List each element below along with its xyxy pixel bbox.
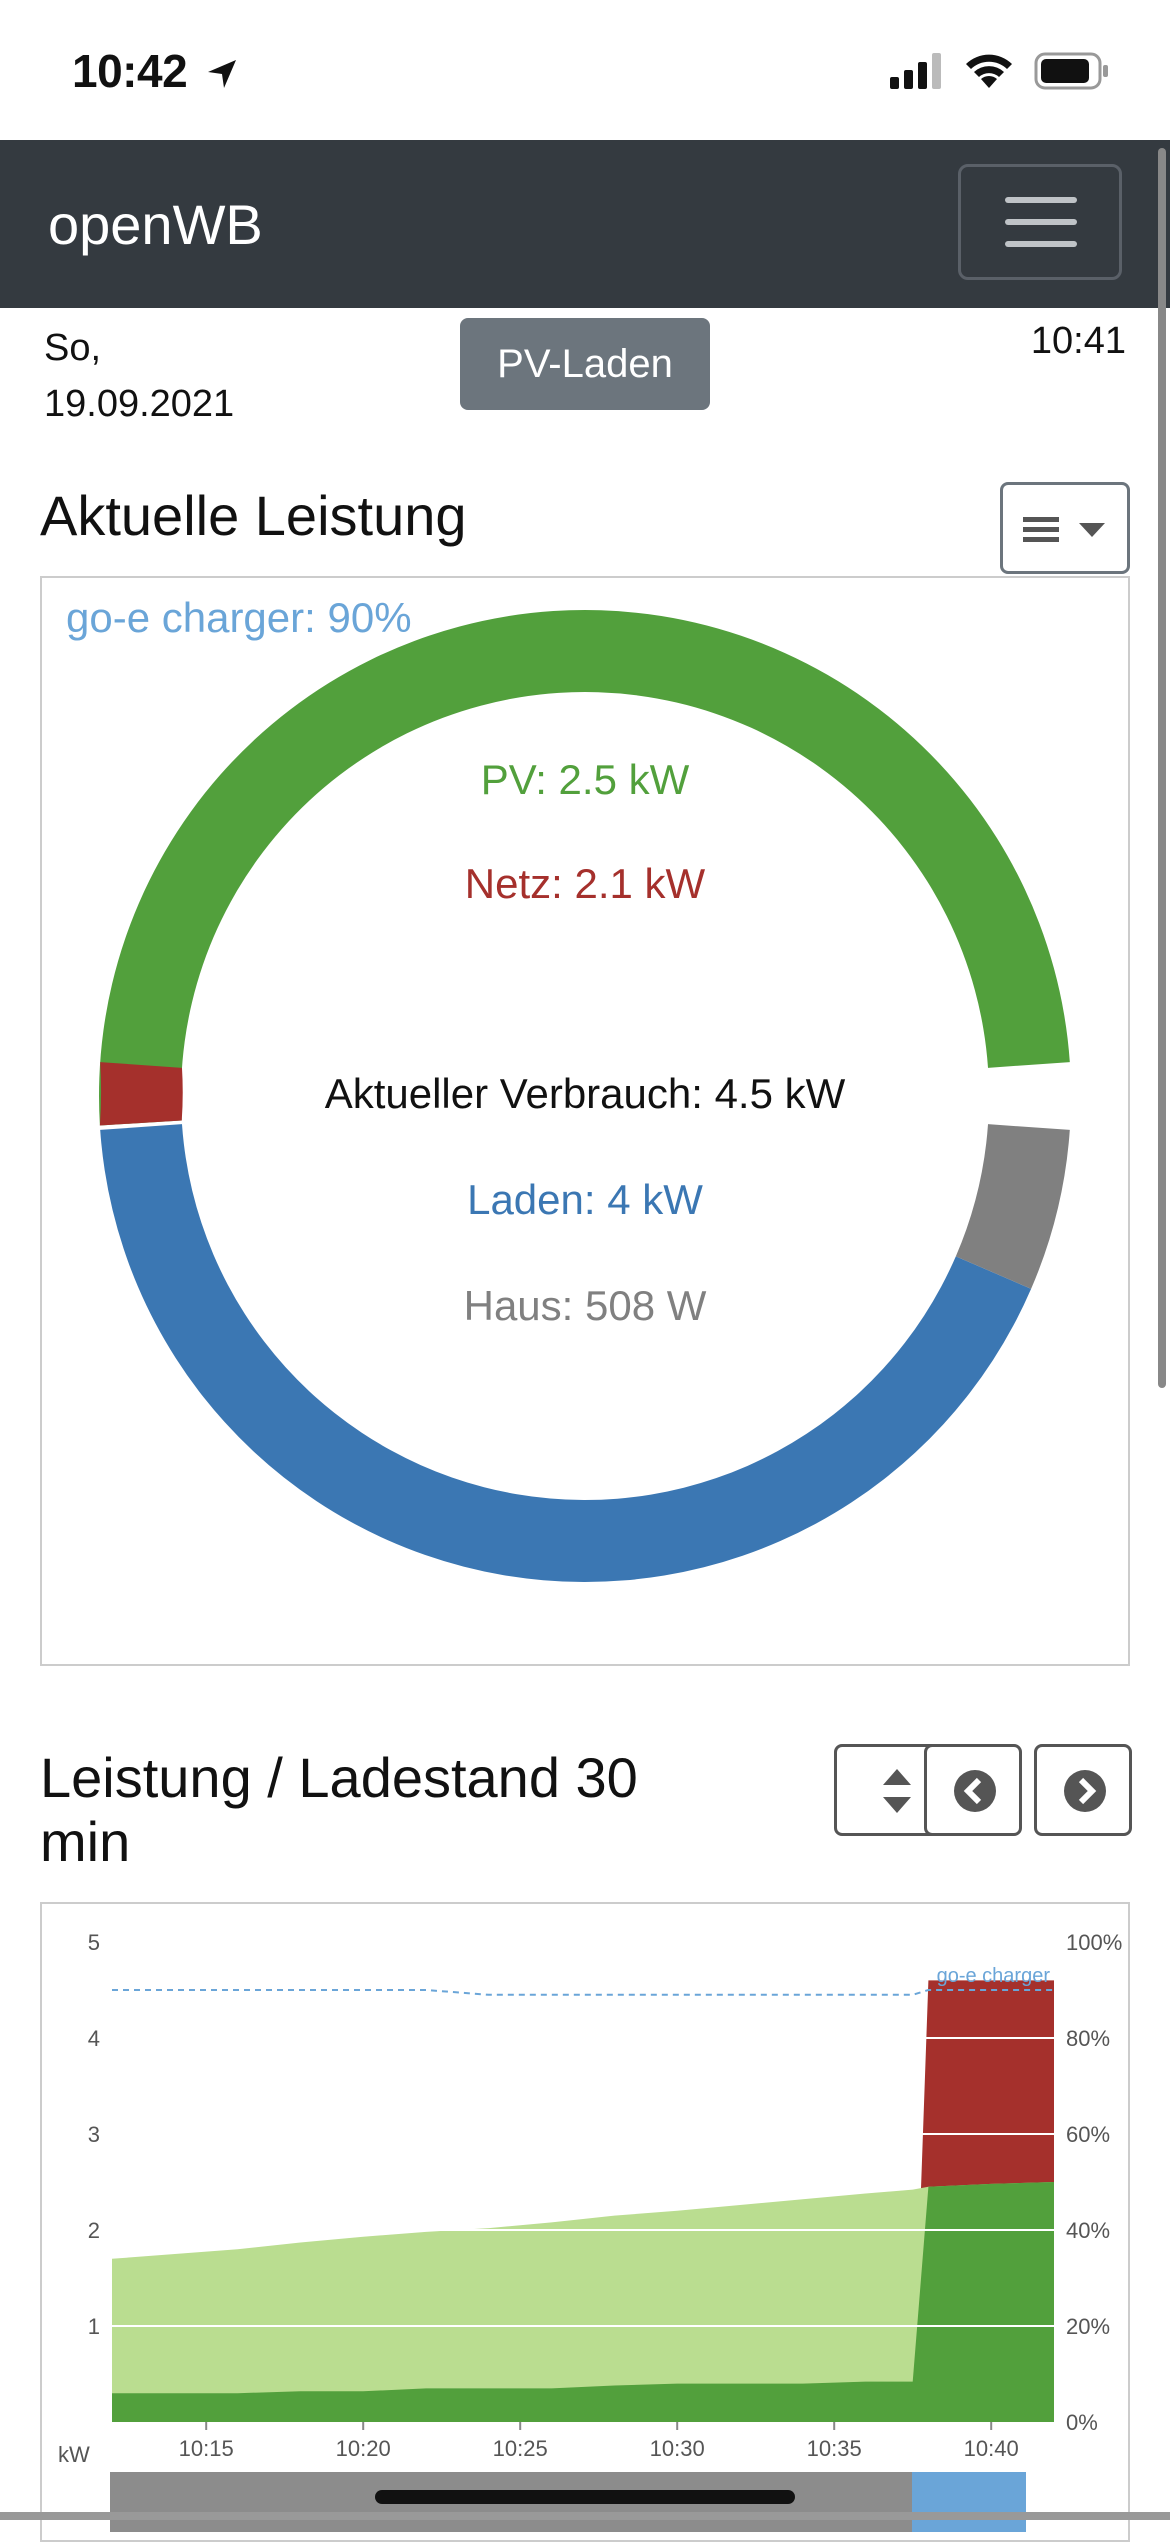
chart-prev-button[interactable] <box>924 1744 1022 1836</box>
y-tick-label: 2 <box>88 2218 100 2243</box>
donut-segment-house <box>955 1124 1070 1289</box>
location-arrow-icon <box>208 60 236 88</box>
x-tick-label: 10:35 <box>807 2436 862 2461</box>
status-bar: 10:42 <box>0 0 1170 140</box>
brand-logo[interactable]: openWB <box>48 193 263 256</box>
time-display: 10:41 <box>1030 320 1126 362</box>
y2-tick-label: 0% <box>1066 2410 1098 2435</box>
scrollbar[interactable] <box>1158 148 1166 1388</box>
page-bottom-rule <box>0 2512 1170 2520</box>
y-tick-label: 4 <box>88 2026 100 2051</box>
history-title-line1: Leistung / Ladestand 30 <box>40 1746 638 1809</box>
sort-icon <box>883 1769 911 1813</box>
consumption-label: Aktueller Verbrauch: 4.5 kW <box>325 1070 846 1117</box>
pv-power-label: PV: 2.5 kW <box>481 756 690 803</box>
x-tick-label: 10:30 <box>650 2436 705 2461</box>
x-tick-label: 10:15 <box>179 2436 234 2461</box>
caret-down-icon <box>1079 523 1105 537</box>
chevron-right-circle-icon <box>1064 1770 1106 1812</box>
y2-tick-label: 60% <box>1066 2122 1110 2147</box>
donut-segment-grid <box>99 1062 183 1126</box>
donut-segment-charging <box>100 1124 1032 1582</box>
charger-soc-label: go-e charger: 90% <box>66 594 412 641</box>
y2-tick-label: 100% <box>1066 1930 1122 1955</box>
y-tick-label: 1 <box>88 2314 100 2339</box>
list-icon <box>1023 517 1059 542</box>
signal-icon <box>890 53 941 89</box>
x-tick-label: 10:20 <box>336 2436 391 2461</box>
chart-next-button[interactable] <box>1034 1744 1132 1836</box>
menu-toggle-button[interactable] <box>958 164 1122 280</box>
status-time: 10:42 <box>72 45 188 97</box>
power-donut-chart: go-e charger: 90% PV: 2.5 kW Netz: 2.1 k… <box>66 594 1070 1582</box>
power-section-title: Aktuelle Leistung <box>40 484 467 547</box>
wifi-icon <box>966 54 1012 88</box>
soc-line-go-e-charger <box>112 1989 1054 1996</box>
hamburger-icon <box>1005 241 1077 247</box>
charging-power-label: Laden: 4 kW <box>467 1176 703 1223</box>
power-menu-button[interactable] <box>1000 482 1130 574</box>
area-house-consumption <box>112 2182 1054 2422</box>
y-tick-label: 5 <box>88 1930 100 1955</box>
y-tick-label: 3 <box>88 2122 100 2147</box>
date-day: So, <box>44 327 102 369</box>
house-power-label: Haus: 508 W <box>464 1282 707 1329</box>
x-tick-label: 10:40 <box>964 2436 1019 2461</box>
charge-mode-button[interactable]: PV-Laden <box>460 318 710 410</box>
battery-icon <box>1034 52 1108 90</box>
chevron-left-circle-icon <box>954 1770 996 1812</box>
donut-segment-pv <box>99 610 1070 1126</box>
x-tick-label: 10:25 <box>493 2436 548 2461</box>
power-card: go-e charger: 90% PV: 2.5 kW Netz: 2.1 k… <box>40 576 1130 1666</box>
grid-power-label: Netz: 2.1 kW <box>465 860 706 907</box>
hamburger-icon <box>1005 219 1077 225</box>
y2-tick-label: 40% <box>1066 2218 1110 2243</box>
history-card: go-e charger 1 2 3 4 5 0% 20% 40% 60% 80% 100% 10… <box>40 1902 1130 2542</box>
home-indicator[interactable] <box>375 2490 795 2504</box>
navbar: openWB <box>0 140 1170 308</box>
power-history-chart: go-e charger 1 2 3 4 5 0% 20% 40% 60% 80% 100% 10… <box>58 1930 1122 2532</box>
y2-tick-label: 80% <box>1066 2026 1110 2051</box>
history-section-title: Leistung / Ladestand 30 min <box>40 1746 638 1874</box>
range-navigator-selection[interactable] <box>912 2472 1026 2532</box>
x-axis-label: kW <box>58 2442 90 2467</box>
area-pv-surplus <box>112 2182 1054 2422</box>
soc-series-label: go-e charger <box>937 1965 1051 1987</box>
y2-tick-label: 20% <box>1066 2314 1110 2339</box>
history-title-line2: min <box>40 1810 131 1873</box>
hamburger-icon <box>1005 197 1077 203</box>
date-display: So, 19.09.2021 <box>44 320 234 432</box>
date-value: 19.09.2021 <box>44 383 235 425</box>
